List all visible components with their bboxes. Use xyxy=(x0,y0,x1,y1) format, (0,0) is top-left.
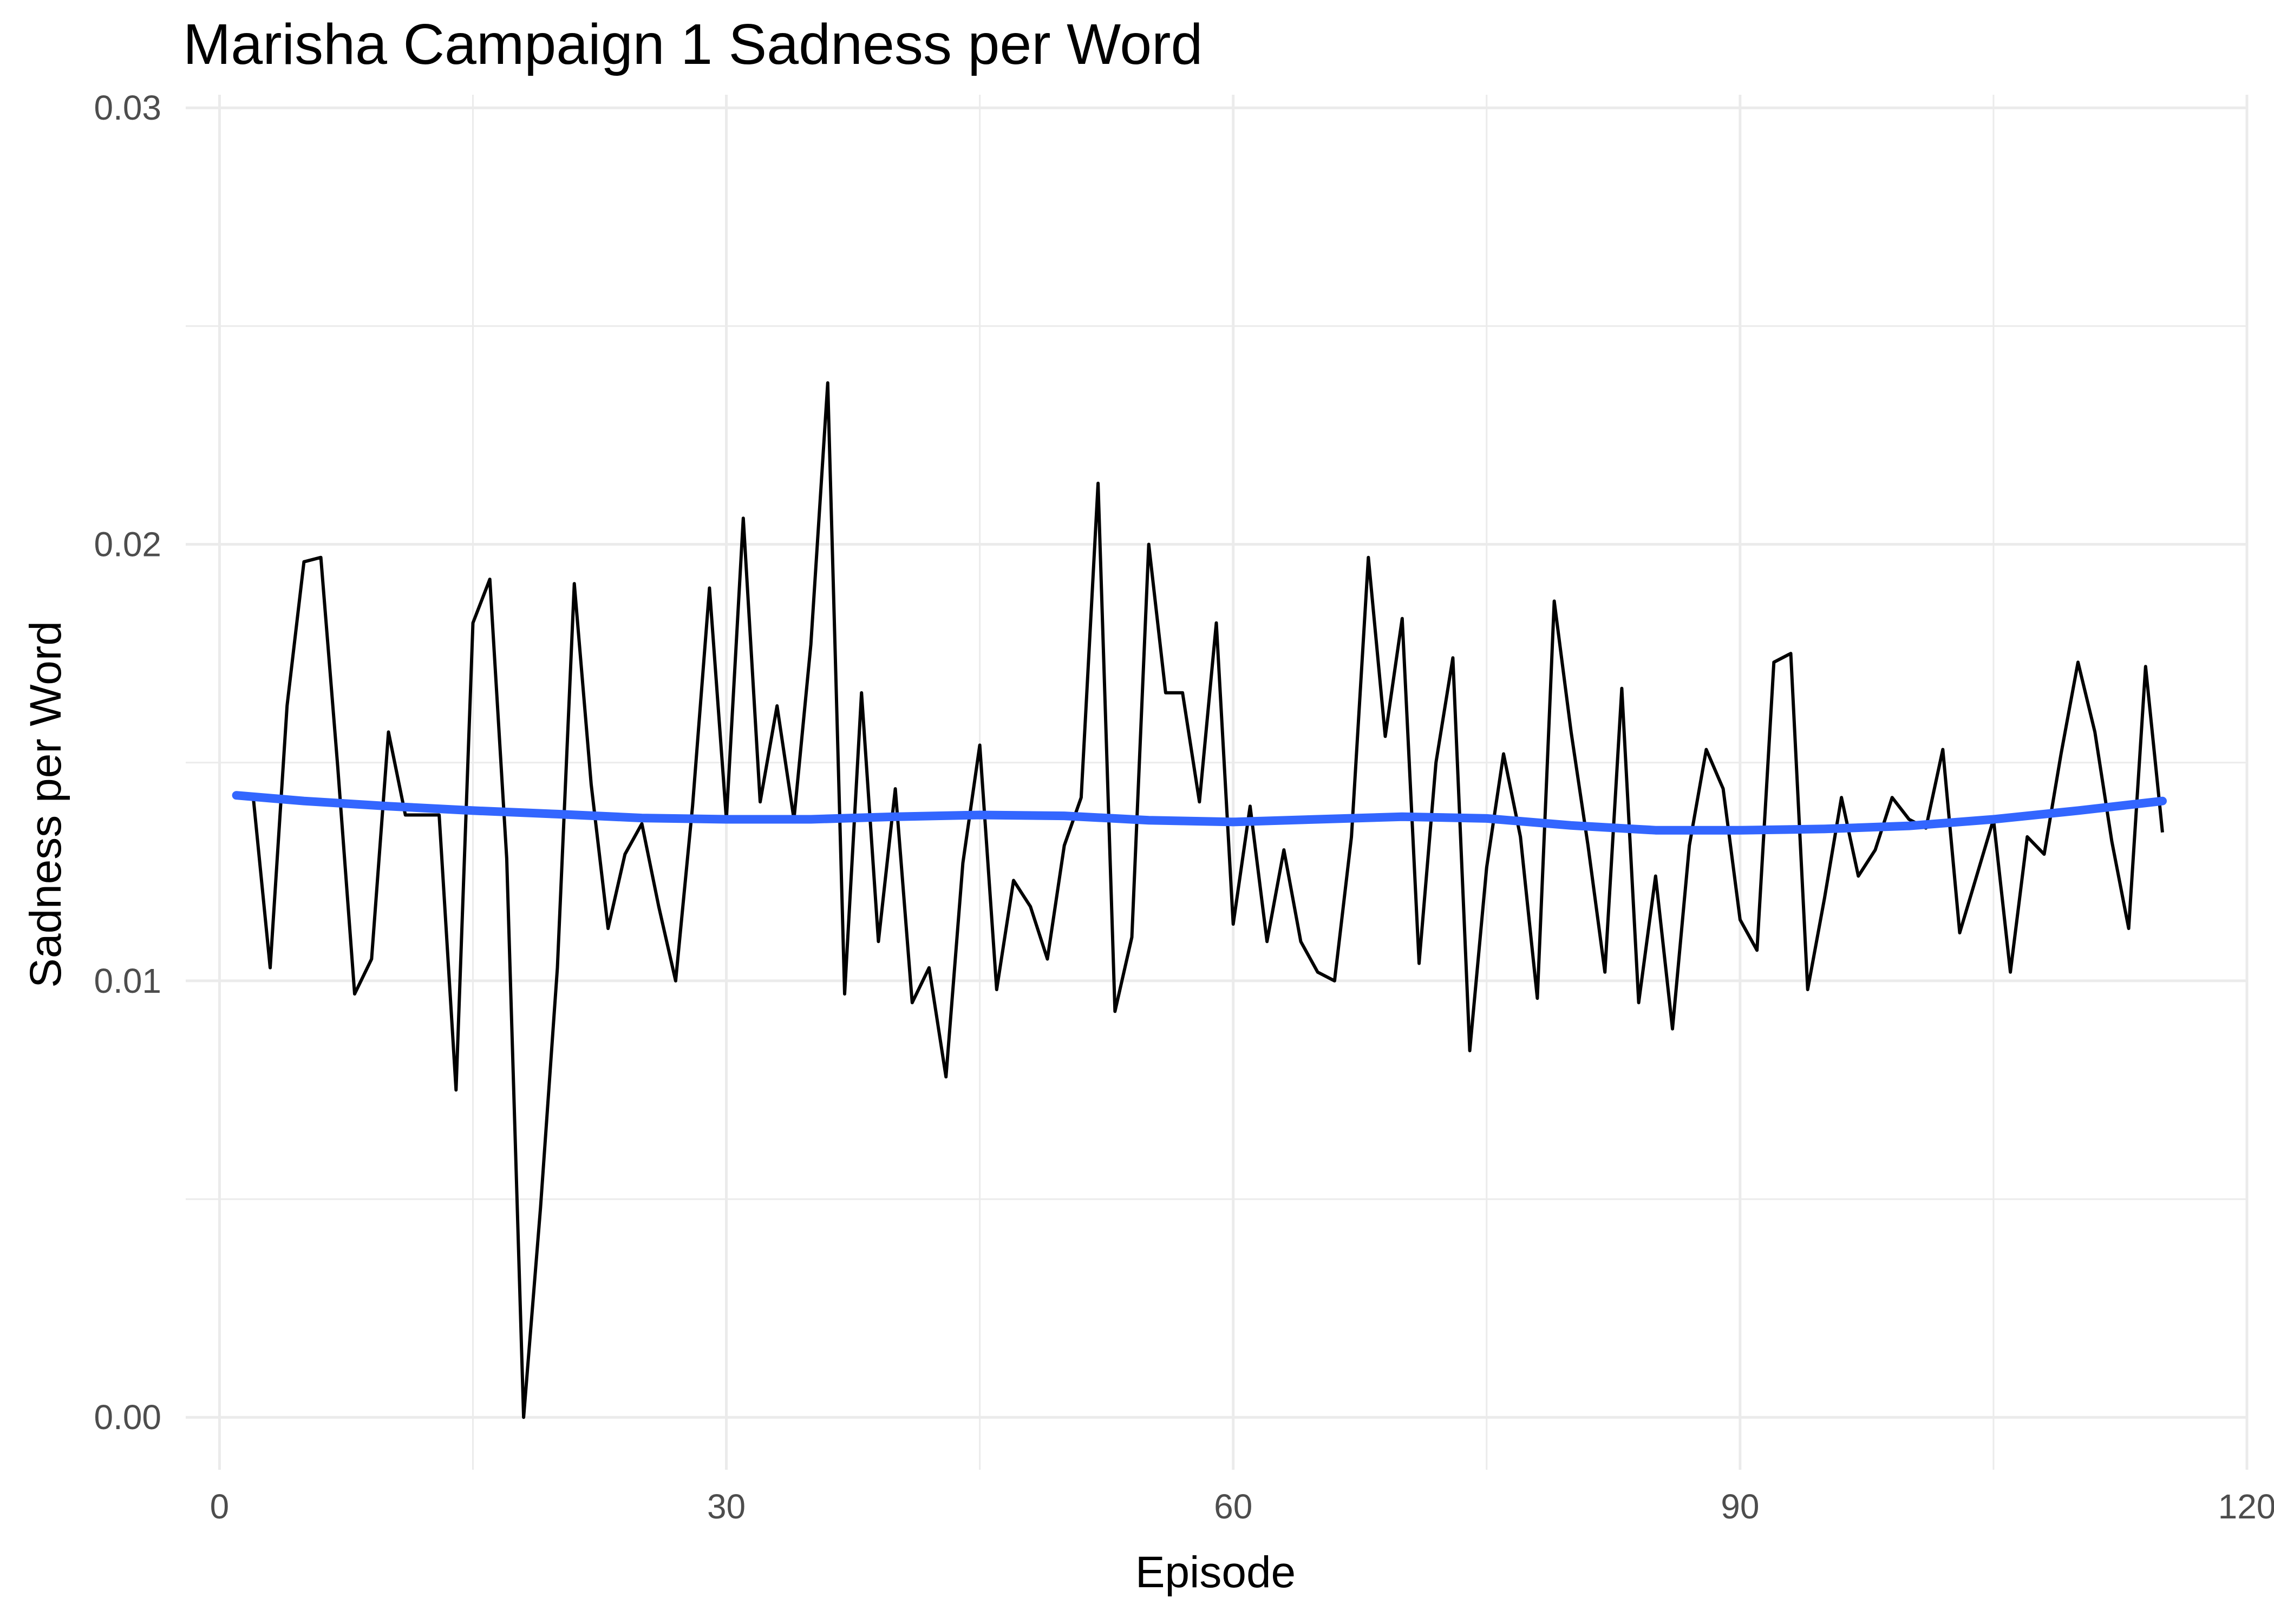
chart-title: Marisha Campaign 1 Sadness per Word xyxy=(183,12,1203,76)
grid-layer xyxy=(186,95,2249,1470)
smooth-trend-line xyxy=(232,791,2167,835)
y-tick-label: 0.03 xyxy=(94,88,161,127)
x-tick-label: 60 xyxy=(1214,1487,1252,1526)
y-tick-label: 0.01 xyxy=(94,961,161,1000)
x-tick-label: 120 xyxy=(2218,1487,2274,1526)
y-tick-label: 0.02 xyxy=(94,525,161,564)
x-axis-title: Episode xyxy=(1135,1548,1296,1597)
sadness-series-line xyxy=(251,381,2164,1419)
x-tick-label: 0 xyxy=(210,1487,230,1526)
x-tick-label: 90 xyxy=(1721,1487,1759,1526)
y-tick-label: 0.00 xyxy=(94,1398,161,1437)
axis-layer: 0 30 60 90 120 0.00 0.01 0.02 0.03 xyxy=(94,88,2274,1526)
y-axis-title: Sadness per Word xyxy=(21,621,70,988)
x-tick-label: 30 xyxy=(707,1487,746,1526)
series-layer xyxy=(232,381,2167,1419)
